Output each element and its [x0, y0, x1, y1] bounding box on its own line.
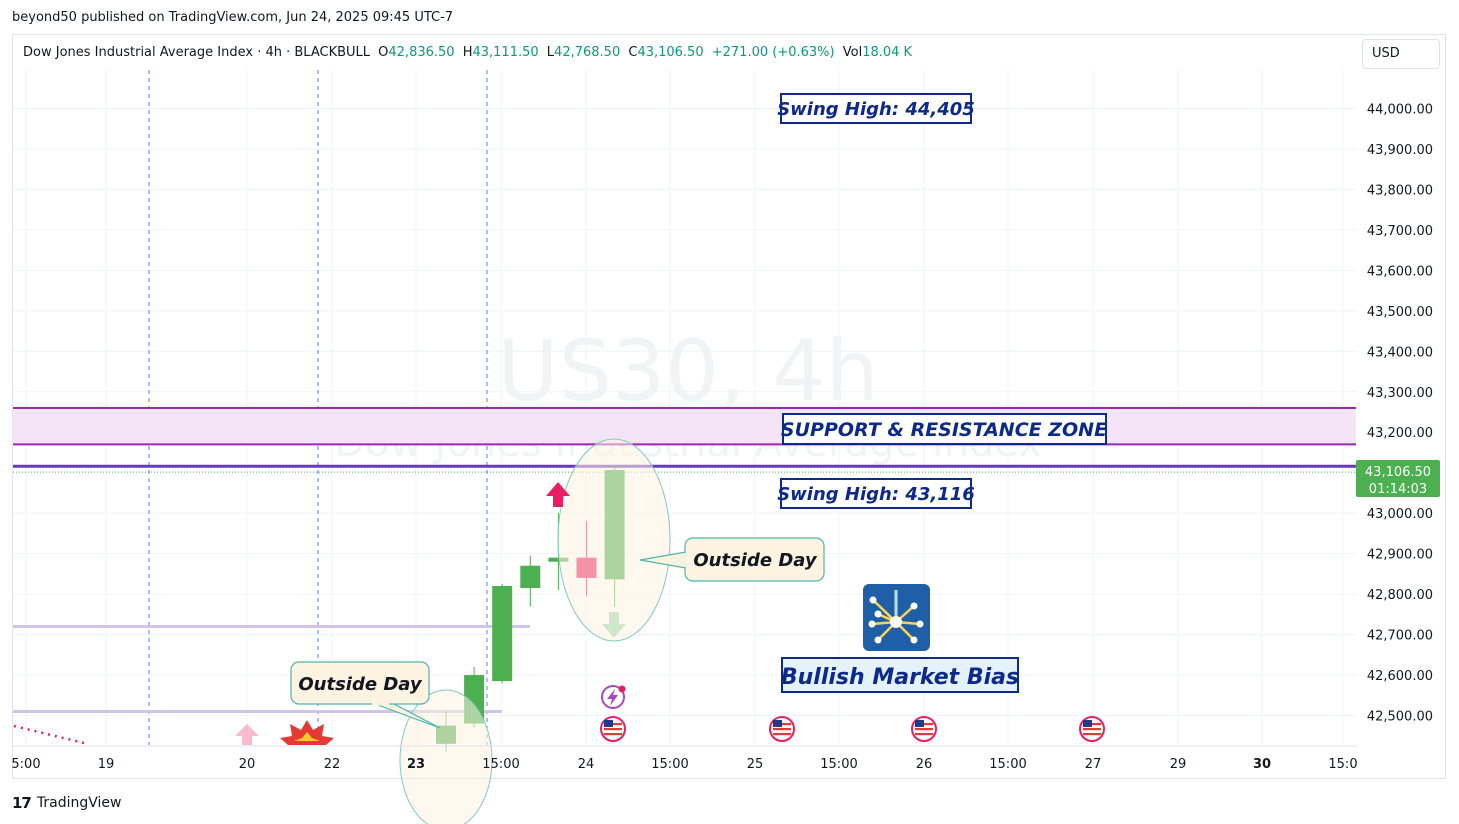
svg-text:Swing High: 43,116: Swing High: 43,116 — [777, 484, 975, 505]
us-flag-icon[interactable] — [1079, 716, 1105, 742]
svg-text:SUPPORT & RESISTANCE ZONE: SUPPORT & RESISTANCE ZONE — [781, 419, 1107, 441]
change-value: +271.00 (+0.63%) — [711, 45, 835, 60]
price-levels — [13, 406, 1356, 713]
time-tick-label: 24 — [578, 757, 595, 772]
price-tick-label: 42,500.00 — [1367, 710, 1433, 725]
price-tick-label: 44,000.00 — [1367, 103, 1433, 118]
time-tick-label: 22 — [324, 757, 341, 772]
candle[interactable] — [520, 555, 541, 607]
price-tick-label: 43,400.00 — [1367, 345, 1433, 360]
explosion-core-icon — [294, 732, 320, 741]
lightning-icon[interactable] — [601, 685, 626, 709]
close-label: C — [628, 45, 638, 60]
time-tick-label: 19 — [98, 757, 115, 772]
time-tick-label: 15:00 — [820, 757, 857, 772]
svg-text:01:14:03: 01:14:03 — [1369, 482, 1427, 497]
footer-brand[interactable]: 17 TradingView — [12, 794, 121, 812]
high-label: H — [462, 45, 473, 60]
price-axis-labels: 44,000.00 43,900.00 43,800.00 43,700.00 43,6… — [1367, 103, 1433, 725]
svg-text:Outside Day: Outside Day — [693, 550, 817, 571]
watermark-symbol: US30, 4h — [497, 322, 879, 420]
price-tick-label: 43,900.00 — [1367, 143, 1433, 158]
volume-value: 18.04 K — [862, 45, 913, 60]
outside-day-ellipse — [557, 438, 671, 642]
time-tick-label: 25 — [747, 757, 764, 772]
time-tick-label: 15:00 — [651, 757, 688, 772]
time-axis-labels: 5:00 19 20 22 23 15:00 24 15:00 25 15:00 26 15:00 27… — [11, 757, 1357, 772]
price-tick-label: 42,600.00 — [1367, 669, 1433, 684]
time-tick-label: 23 — [407, 757, 425, 772]
swing-high-label-mid[interactable]: Swing High: 43,116 — [777, 478, 975, 509]
svg-text:Swing High: 44,405: Swing High: 44,405 — [777, 99, 975, 120]
open-label: O — [378, 45, 389, 60]
us-flag-icon[interactable] — [600, 716, 626, 742]
time-tick-label: 27 — [1085, 757, 1102, 772]
price-tick-label: 42,900.00 — [1367, 548, 1433, 563]
time-tick-label: 15:0 — [1328, 757, 1357, 772]
up-arrow-icon — [235, 724, 259, 745]
sr-zone-fill — [13, 407, 1356, 445]
open-value: 42,836.50 — [388, 45, 455, 60]
price-tick-label: 43,700.00 — [1367, 224, 1433, 239]
ohlc-legend: Dow Jones Industrial Average Index · 4h … — [23, 45, 912, 60]
bias-label[interactable]: Bullish Market Bias — [781, 657, 1019, 693]
svg-text:43,106.50: 43,106.50 — [1365, 465, 1431, 480]
candle-body — [520, 565, 541, 589]
up-arrow-icon — [546, 482, 570, 507]
candle[interactable] — [492, 583, 513, 684]
low-label: L — [546, 45, 555, 60]
price-tick-label: 43,000.00 — [1367, 507, 1433, 522]
time-tick-label: 30 — [1253, 757, 1271, 772]
price-axis[interactable] — [1357, 70, 1445, 746]
symbol-description[interactable]: Dow Jones Industrial Average Index · 4h … — [23, 45, 371, 60]
bias-logo-icon — [863, 584, 930, 651]
down-arrow-icon — [602, 612, 626, 638]
svg-text:Bullish Market Bias: Bullish Market Bias — [781, 665, 1019, 690]
outside-day-callout[interactable]: Outside Day — [290, 661, 441, 729]
volume-label: Vol — [842, 45, 863, 60]
time-tick-label: 5:00 — [11, 757, 40, 772]
publisher-line: beyond50 published on TradingView.com, J… — [12, 10, 454, 25]
time-tick-label: 15:00 — [482, 757, 519, 772]
time-tick-label: 26 — [916, 757, 933, 772]
swing-high-label-top[interactable]: Swing High: 44,405 — [777, 93, 975, 124]
us-flag-icon[interactable] — [769, 716, 795, 742]
trend-line — [13, 724, 89, 746]
time-tick-label: 29 — [1170, 757, 1187, 772]
close-value: 43,106.50 — [637, 45, 704, 60]
price-tick-label: 43,800.00 — [1367, 183, 1433, 198]
price-tick-label: 42,800.00 — [1367, 588, 1433, 603]
price-tick-label: 43,500.00 — [1367, 305, 1433, 320]
current-price-badge: 43,106.50 01:14:03 — [1356, 460, 1440, 497]
time-tick-label: 15:00 — [989, 757, 1026, 772]
price-tick-label: 42,700.00 — [1367, 629, 1433, 644]
svg-text:Outside Day: Outside Day — [298, 674, 422, 695]
candle-body — [548, 557, 569, 562]
low-value: 42,768.50 — [554, 45, 621, 60]
outside-day-callout[interactable]: Outside Day — [639, 537, 825, 582]
outside-day-ellipse — [399, 689, 493, 824]
price-tick-label: 43,600.00 — [1367, 264, 1433, 279]
price-tick-label: 43,300.00 — [1367, 386, 1433, 401]
us-flag-icon[interactable] — [911, 716, 937, 742]
sr-zone-label[interactable]: SUPPORT & RESISTANCE ZONE — [781, 413, 1107, 445]
chart-frame — [12, 34, 1446, 779]
currency-selector[interactable]: USD — [1362, 39, 1440, 69]
candle-body — [492, 586, 513, 682]
price-tick-label: 43,200.00 — [1367, 426, 1433, 441]
high-value: 43,111.50 — [472, 45, 539, 60]
footer-brand-text: TradingView — [36, 795, 122, 811]
time-tick-label: 20 — [239, 757, 256, 772]
tradingview-logo-icon: 17 — [12, 794, 32, 812]
